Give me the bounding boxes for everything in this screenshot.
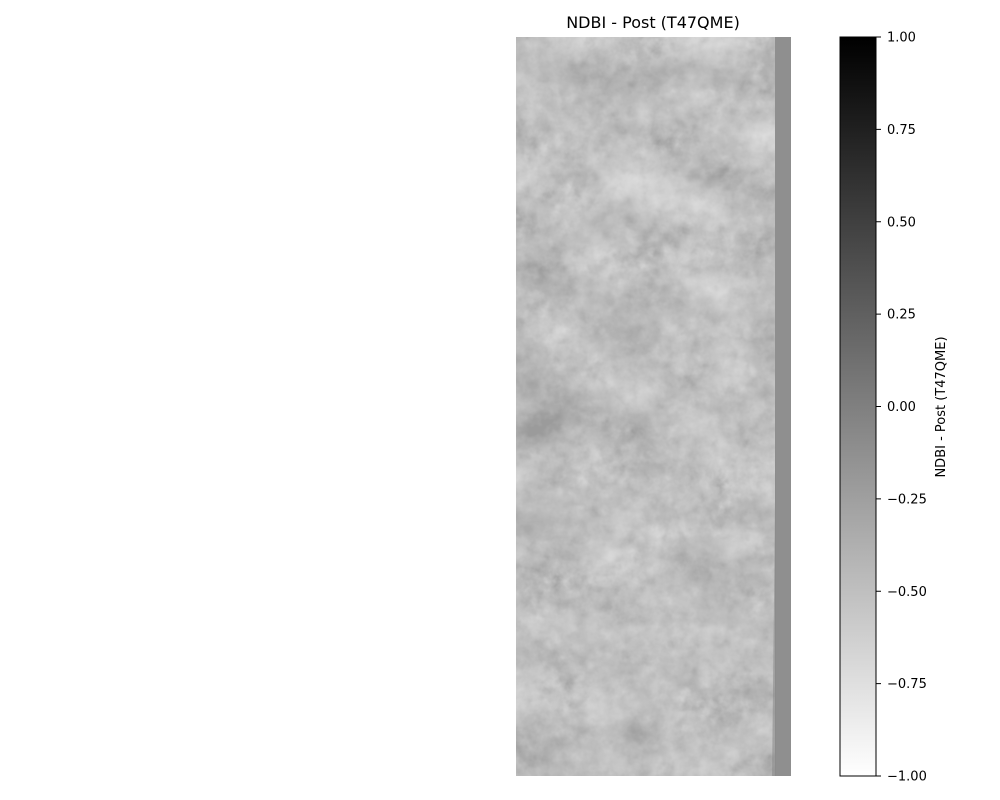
colorbar-tick-label: −0.25 bbox=[887, 492, 927, 507]
colorbar-tick-label: 0.00 bbox=[887, 400, 916, 415]
colorbar-tick-label: 0.75 bbox=[887, 123, 916, 138]
colorbar: 1.00 0.75 0.50 0.25 0.00 −0.25 −0.50 −0.75 −1.00… bbox=[839, 31, 949, 785]
colorbar-tick-label: −0.50 bbox=[887, 585, 927, 600]
nodata-strip bbox=[775, 37, 791, 776]
ndbi-raster bbox=[516, 37, 791, 776]
chart-title: NDBI - Post (T47QME) bbox=[566, 13, 740, 32]
colorbar-tick-label: −1.00 bbox=[887, 770, 927, 785]
colorbar-tick-label: 0.50 bbox=[887, 215, 916, 230]
colorbar-tick-label: 0.25 bbox=[887, 308, 916, 323]
colorbar-label: NDBI - Post (T47QME) bbox=[934, 336, 949, 477]
colorbar-tick-label: 1.00 bbox=[887, 31, 916, 46]
colorbar-tick-label: −0.75 bbox=[887, 677, 927, 692]
colorbar-gradient bbox=[839, 36, 877, 777]
colorbar-ticks: 1.00 0.75 0.50 0.25 0.00 −0.25 −0.50 −0.75 −1.00 bbox=[876, 31, 927, 785]
